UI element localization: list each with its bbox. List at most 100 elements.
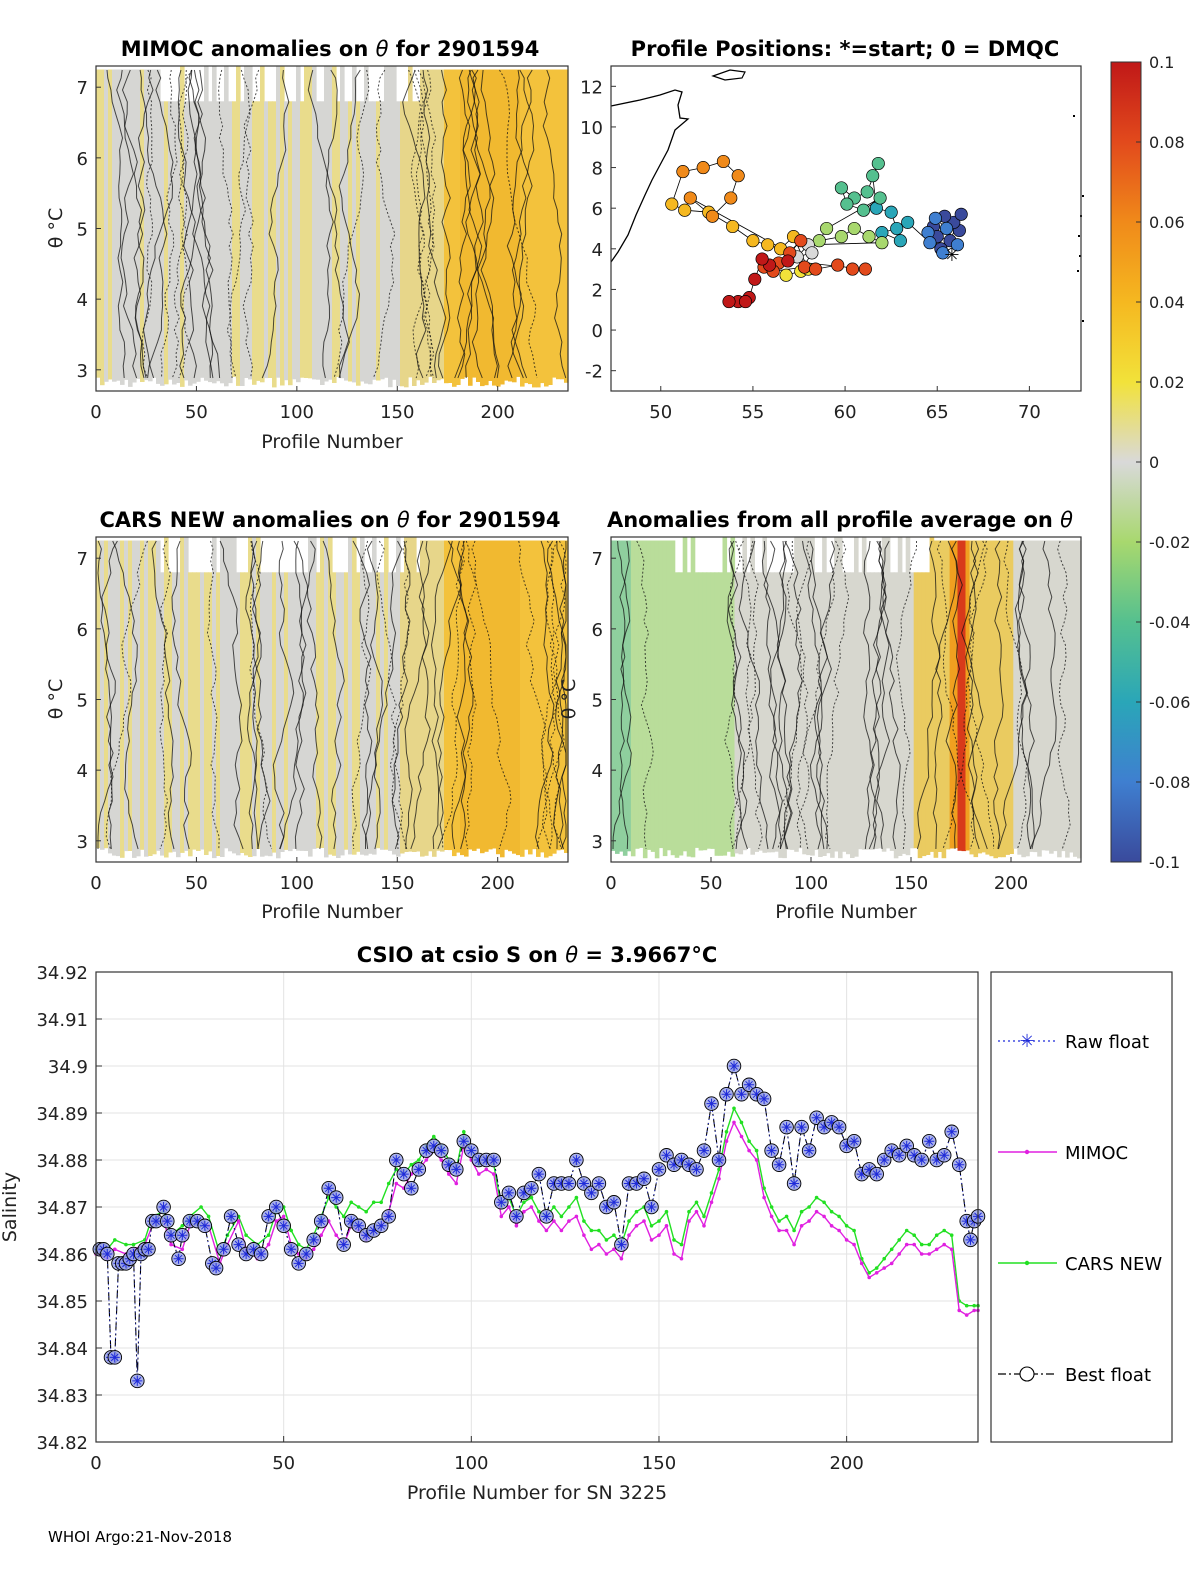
mimoc-point	[499, 1214, 504, 1219]
raw-float-point	[428, 1140, 439, 1151]
salinity-series	[92, 1058, 986, 1389]
y-tick-label: 34.89	[36, 1104, 88, 1125]
field-column	[400, 572, 405, 854]
raw-float-point	[248, 1244, 259, 1255]
colorbar-tick-label: -0.04	[1149, 613, 1190, 632]
field-column	[484, 540, 489, 852]
raw-float-point	[368, 1225, 379, 1236]
contour-line	[546, 540, 567, 850]
x-tick-label: 0	[605, 873, 616, 894]
cars-new-point	[837, 1214, 841, 1219]
field-column	[332, 66, 337, 383]
raw-float-point	[721, 1089, 732, 1100]
field-column	[949, 540, 955, 849]
profile-position-marker	[809, 262, 823, 276]
raw-float-point	[526, 1183, 537, 1194]
mimoc-point	[522, 1209, 526, 1214]
field-column	[472, 540, 477, 851]
field-column	[512, 540, 517, 854]
field-column	[626, 540, 632, 852]
field-column	[224, 537, 229, 849]
profile-position-marker	[928, 211, 942, 225]
field-column	[140, 540, 145, 850]
mimoc-panel-title: MIMOC anomalies on θ for 2901594	[121, 37, 540, 61]
field-column	[615, 540, 620, 854]
field-column	[392, 572, 397, 855]
contour-line	[1029, 540, 1057, 850]
mimoc-point	[972, 1308, 976, 1313]
contour-line	[322, 69, 338, 379]
raw-float-point	[466, 1145, 477, 1156]
raw-float-point	[293, 1258, 304, 1269]
field-column	[941, 540, 947, 859]
contour-line	[402, 69, 427, 379]
y-tick-label: 6	[592, 620, 603, 641]
profile-position-marker	[716, 154, 730, 169]
y-tick-label: 7	[77, 78, 88, 99]
mimoc-point	[642, 1219, 646, 1223]
x-tick-label: 150	[894, 873, 928, 894]
mimoc-point	[942, 1242, 946, 1247]
mimoc-point	[484, 1167, 489, 1172]
field-column	[276, 572, 281, 859]
mimoc-point	[747, 1148, 751, 1153]
field-column	[96, 69, 101, 378]
mimoc-point	[724, 1139, 729, 1143]
raw-float-point	[132, 1375, 143, 1386]
cars-new-point	[822, 1200, 826, 1205]
field-column	[456, 540, 461, 853]
field-column	[1049, 540, 1054, 854]
field-column	[168, 101, 173, 380]
mimoc-point	[113, 1247, 117, 1252]
field-column	[156, 540, 161, 851]
contour-line	[179, 69, 206, 379]
profile-position-marker	[856, 203, 871, 217]
salinity-x-label: Profile Number for SN 3225	[407, 1482, 667, 1504]
contour-line	[965, 540, 980, 850]
cars-new-point	[807, 1205, 811, 1209]
field-column	[1013, 540, 1018, 849]
field-column	[144, 69, 149, 381]
mimoc-anomaly-panel: MIMOC anomalies on θ for 2901594 0 50 100 1…	[45, 37, 569, 453]
field-column	[650, 540, 656, 852]
field-column	[532, 540, 537, 850]
contour-line	[612, 540, 632, 850]
contour-line	[545, 540, 562, 850]
field-column	[508, 69, 513, 382]
profile-position-marker	[950, 238, 965, 252]
field-column	[702, 572, 708, 851]
mimoc-point	[687, 1219, 691, 1223]
contour-line	[619, 540, 630, 850]
field-column	[340, 572, 345, 856]
raw-float-point	[353, 1220, 364, 1231]
field-column	[989, 540, 994, 857]
field-column	[108, 540, 113, 854]
mimoc-point	[477, 1172, 481, 1176]
field-column	[965, 540, 971, 851]
field-column	[148, 540, 153, 856]
raw-float-point	[736, 1089, 747, 1100]
profile-position-marker	[722, 295, 736, 309]
mimoc-point	[739, 1134, 744, 1139]
field-column	[344, 572, 349, 850]
y-tick-label: 2	[592, 280, 603, 301]
cars-new-point	[867, 1271, 871, 1275]
raw-float-point	[398, 1169, 409, 1180]
raw-float-point	[714, 1155, 725, 1165]
coastline	[610, 69, 746, 263]
contour-line	[322, 540, 345, 850]
field-column	[132, 540, 137, 858]
field-column	[925, 572, 931, 855]
mimoc-point	[964, 1313, 969, 1317]
field-column	[320, 101, 325, 386]
contour-line	[863, 540, 878, 850]
raw-float-point	[361, 1230, 372, 1241]
profile-position-marker	[845, 262, 860, 276]
x-tick-label: 70	[1018, 402, 1041, 423]
y-tick-label: 34.85	[36, 1292, 88, 1313]
x-tick-label: 0	[90, 873, 101, 894]
field-column	[642, 540, 648, 859]
profile-position-marker	[761, 238, 775, 252]
field-column	[244, 66, 249, 378]
legend-raw-label: Raw float	[1065, 1032, 1149, 1053]
